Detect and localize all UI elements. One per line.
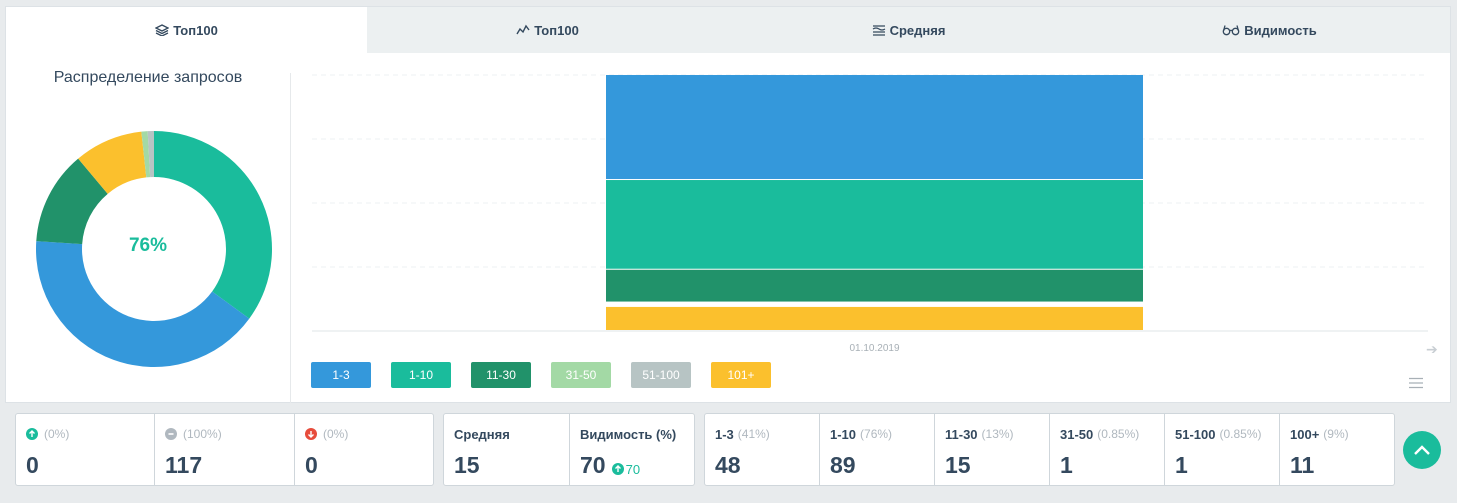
- range-percent: (41%): [737, 427, 770, 441]
- stat-unchanged-value: 117: [165, 452, 203, 478]
- donut-slice-51-100[interactable]: [147, 131, 154, 178]
- stat-up-percent: (0%): [44, 427, 70, 441]
- range-value: 15: [945, 452, 971, 478]
- stat-range-51-100: 51-100 (0.85%) 1: [1165, 414, 1280, 485]
- summary-stats: Средняя 15 Видимость (%) 70 70: [443, 413, 695, 486]
- stat-visibility-delta: 70: [625, 461, 641, 477]
- range-percent: (0.85%): [1097, 427, 1140, 441]
- glasses-icon: [1222, 25, 1240, 36]
- range-value: 1: [1175, 452, 1188, 478]
- donut-center-value: 76%: [128, 235, 168, 256]
- donut-slice-1-3[interactable]: [35, 241, 250, 367]
- range-value: 89: [830, 452, 856, 478]
- chart-legend: 1-3 1-10 11-30 31-50 51-100 101+: [311, 362, 791, 388]
- tab-top100-dynamics[interactable]: Топ100: [367, 7, 728, 53]
- chevron-up-icon: [1414, 445, 1430, 455]
- bar-segment-1-3[interactable]: [606, 75, 1143, 180]
- stat-up-value: 0: [26, 452, 39, 478]
- stat-range-11-30: 11-30 (13%) 15: [935, 414, 1050, 485]
- range-label: 1-10: [830, 426, 857, 442]
- legend-item-1-10[interactable]: 1-10: [391, 362, 451, 388]
- donut-chart: [35, 131, 272, 367]
- donut-slice-4-10[interactable]: [154, 131, 272, 319]
- line-chart-icon: [516, 24, 530, 35]
- stat-down-percent: (0%): [323, 427, 349, 441]
- range-percent: (0.85%): [1219, 427, 1262, 441]
- range-percent: (76%): [860, 427, 893, 441]
- tab-average[interactable]: Средняя: [728, 7, 1089, 53]
- donut-title: Распределение запросов: [53, 69, 243, 86]
- stat-visibility: Видимость (%) 70 70: [570, 414, 694, 485]
- bar-segment-31-50[interactable]: [606, 302, 1143, 304]
- bar-segment-11-30[interactable]: [606, 269, 1143, 302]
- donut-slice-11-30[interactable]: [36, 158, 108, 245]
- donut-slice-31-50[interactable]: [141, 131, 151, 178]
- minus-icon: [165, 428, 177, 440]
- arrow-up-icon: [611, 463, 624, 475]
- tab-label: Топ100: [534, 22, 579, 38]
- arrow-down-icon: [305, 428, 317, 440]
- stat-down-value: 0: [305, 452, 318, 478]
- scroll-top-button[interactable]: [1403, 431, 1441, 469]
- stat-average-value: 15: [454, 452, 480, 478]
- tab-label: Средняя: [889, 22, 946, 38]
- bar-segment-4-10[interactable]: [606, 180, 1143, 269]
- x-tick-label: 01.10.2019: [849, 343, 899, 354]
- range-stats: 1-3 (41%) 48 1-10 (76%) 89 11-30 (13%) 15 3…: [704, 413, 1395, 486]
- stat-average-label: Средняя: [454, 426, 510, 442]
- tab-visibility[interactable]: Видимость: [1089, 7, 1450, 53]
- tab-bar: Топ100 Топ100 Средняя Видимость: [6, 7, 1450, 53]
- stat-range-31-50: 31-50 (0.85%) 1: [1050, 414, 1165, 485]
- range-percent: (13%): [981, 427, 1014, 441]
- hamburger-menu-icon[interactable]: [1408, 377, 1424, 389]
- stacked-bar-chart: 01.10.2019: [312, 74, 1428, 354]
- donut-slice-101-plus[interactable]: [78, 131, 147, 194]
- layers-icon: [155, 24, 170, 36]
- movement-stats: (0%) 0 (100%) 117 (0%) 0: [15, 413, 434, 486]
- arrow-up-icon: [26, 428, 38, 440]
- stat-average: Средняя 15: [444, 414, 570, 485]
- range-label: 1-3: [715, 426, 734, 442]
- legend-item-31-50[interactable]: 31-50: [551, 362, 611, 388]
- range-value: 48: [715, 452, 741, 478]
- bar-segment-51-100[interactable]: [606, 304, 1143, 306]
- legend-item-1-3[interactable]: 1-3: [311, 362, 371, 388]
- stat-unchanged: (100%) 117: [155, 414, 295, 485]
- stat-up: (0%) 0: [16, 414, 155, 485]
- stat-down: (0%) 0: [295, 414, 433, 485]
- legend-item-11-30[interactable]: 11-30: [471, 362, 531, 388]
- legend-item-101-plus[interactable]: 101+: [711, 362, 771, 388]
- lines-icon: [872, 25, 885, 36]
- divider: [290, 73, 291, 403]
- stat-visibility-value: 70: [580, 452, 606, 478]
- range-label: 31-50: [1060, 426, 1094, 442]
- range-value: 11: [1290, 452, 1315, 478]
- stat-range-1-10: 1-10 (76%) 89: [820, 414, 935, 485]
- stat-visibility-label: Видимость (%): [580, 426, 677, 442]
- stat-range-100-plus: 100+ (9%) 11: [1280, 414, 1394, 485]
- tab-top100-distribution[interactable]: Топ100: [6, 7, 367, 53]
- bar-segment-101-plus[interactable]: [606, 306, 1143, 330]
- range-value: 1: [1060, 452, 1073, 478]
- arrow-right-icon[interactable]: ➔: [1426, 341, 1438, 357]
- range-label: 11-30: [945, 426, 978, 442]
- legend-item-51-100[interactable]: 51-100: [631, 362, 691, 388]
- range-label: 100+: [1290, 426, 1320, 442]
- range-percent: (9%): [1323, 427, 1349, 441]
- tab-label: Топ100: [173, 22, 218, 38]
- tab-label: Видимость: [1244, 22, 1317, 38]
- stat-range-1-3: 1-3 (41%) 48: [705, 414, 820, 485]
- range-label: 51-100: [1175, 426, 1216, 442]
- rankings-card: Топ100 Топ100 Средняя Видимость Распреде…: [5, 6, 1451, 403]
- stat-unchanged-percent: (100%): [183, 427, 222, 441]
